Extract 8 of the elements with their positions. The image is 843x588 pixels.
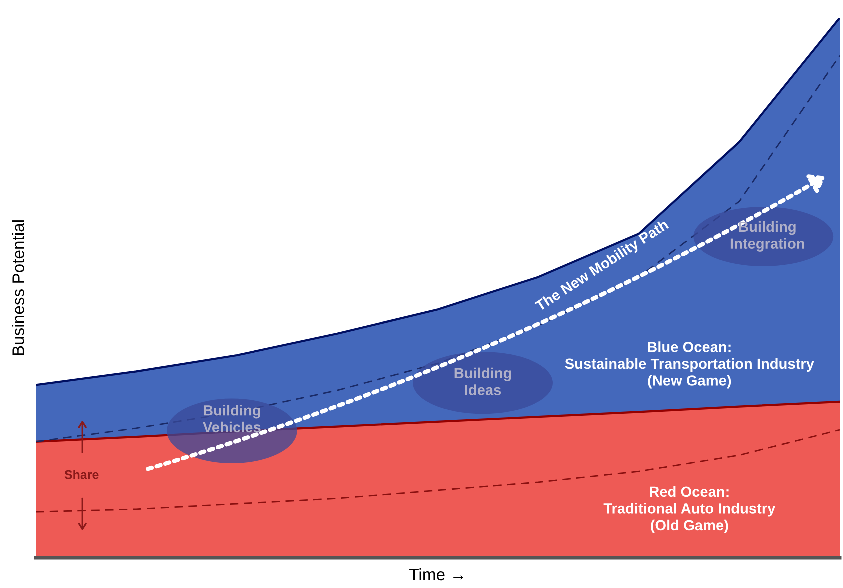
- annotation: Building Integration: [730, 221, 804, 252]
- annotation: Red Ocean: Traditional Auto Industry (Old Game): [604, 486, 776, 534]
- annotation: Building Vehicles: [203, 405, 261, 433]
- y-axis-title: Business Potential: [12, 220, 24, 356]
- annotation: Share: [64, 470, 99, 480]
- annotation: Building Ideas: [454, 368, 512, 396]
- annotation: Blue Ocean: Sustainable Transportation Industry (New Game): [565, 342, 814, 389]
- x-axis-title: Time →: [410, 568, 464, 581]
